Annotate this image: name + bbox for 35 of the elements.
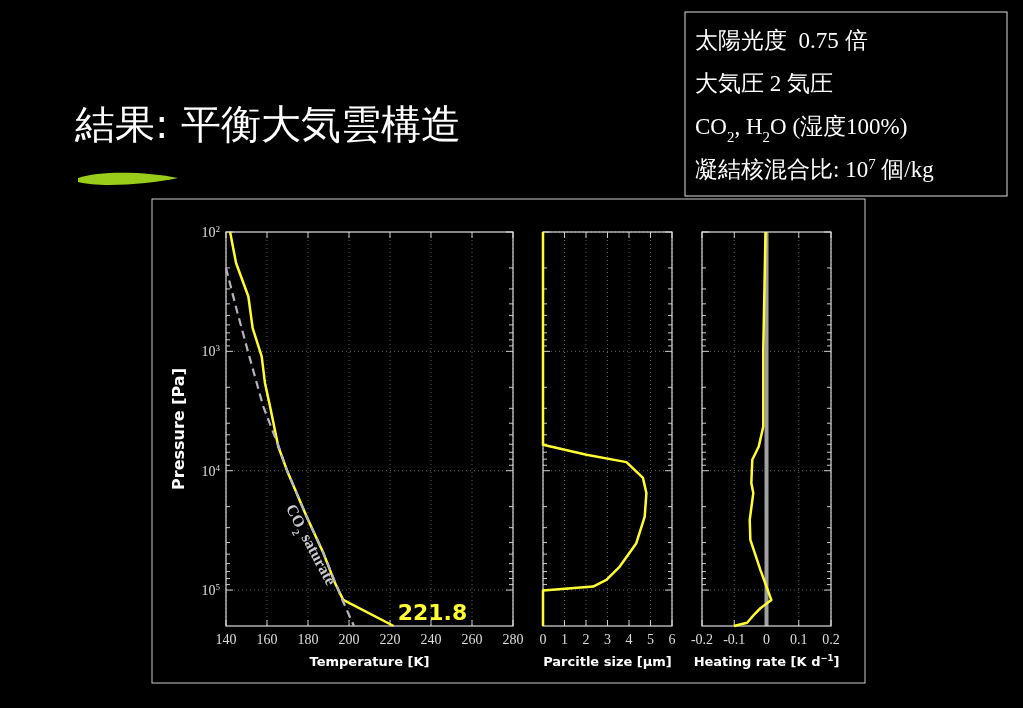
x-tick-label: 140 [215,632,237,647]
x-tick-label: 220 [379,632,401,647]
x-tick-label: 160 [256,632,278,647]
x-tick-label: 4 [625,632,633,647]
line-series [224,266,356,628]
text: CO$_{2}$, H$_{2}$O (湿度100%) [695,114,908,145]
x-tick-label: 280 [502,632,524,647]
y-axis-title: Pressure [Pa] [169,368,188,490]
x-tick-label: 260 [461,632,483,647]
x-tick-label: 0 [763,632,770,647]
x-tick-label: 5 [647,632,654,647]
x-tick-label: 0.2 [822,632,840,647]
x-tick-label: 240 [420,632,442,647]
text: 太陽光度 0.75 倍 [695,28,868,53]
x-tick-label: 200 [338,632,360,647]
x-tick-label: 180 [297,632,319,647]
x-axis-title: Temperature [K] [309,654,430,669]
x-axis-title: Heating rate [K d$^{−1}$] [693,653,840,669]
annotation: 221.8 [397,600,468,625]
y-tick-label: 10$^{2}$ [201,224,221,240]
x-axis-title: Parcitle size [μm] [543,654,672,669]
text: 結果: 平衡大気雲構造 [74,101,462,147]
x-tick-label: 0 [539,632,547,647]
x-tick-label: 3 [604,632,611,647]
x-tick-label: 2 [582,632,590,647]
text: 大気圧 2 気圧 [695,71,833,96]
y-tick-label: 10$^{4}$ [201,462,221,479]
text: 凝結核混合比: 10$^{7}$ 個/kg [695,156,935,182]
x-tick-label: 1 [561,632,568,647]
x-tick-label: 0.1 [790,632,808,647]
y-tick-label: 10$^{5}$ [201,582,221,599]
x-tick-label: -0.2 [690,632,714,647]
x-tick-label: 6 [668,632,676,647]
y-tick-label: 10$^{3}$ [201,343,221,360]
x-tick-label: -0.1 [723,632,746,647]
